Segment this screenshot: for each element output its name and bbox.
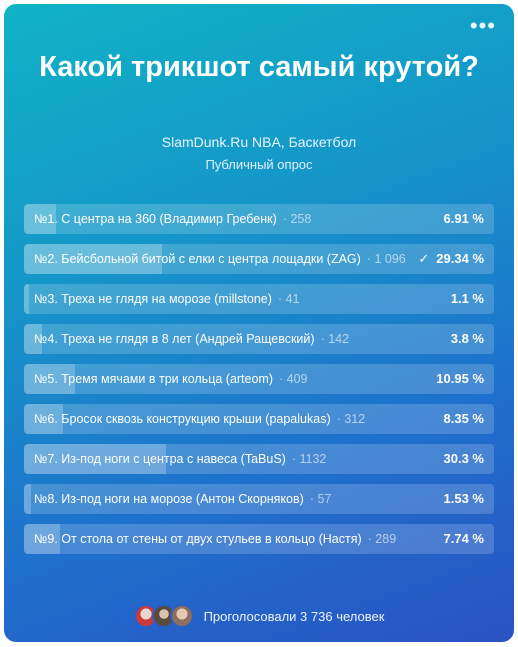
- poll-option-percent: 6.91 %: [444, 211, 484, 227]
- poll-option[interactable]: №2. Бейсбольной битой с елки с центра ло…: [24, 244, 494, 274]
- poll-option-bar: [24, 404, 64, 434]
- poll-footer: Проголосовали 3 736 человек: [4, 602, 514, 630]
- poll-option-percent-value: 1.1 %: [450, 291, 484, 306]
- poll-option-content: №5. Тремя мячами в три кольца (arteom) 40…: [24, 364, 494, 394]
- more-options-icon[interactable]: •••: [469, 13, 496, 38]
- poll-option-content: №8. Из-под ноги на морозе (Антон Скорняк…: [24, 484, 494, 514]
- poll-option-count: 312: [337, 412, 366, 426]
- poll-option-percent: 10.95 %: [436, 371, 484, 387]
- poll-option-bar: [24, 284, 30, 314]
- poll-title: Какой трикшот самый крутой?: [39, 51, 479, 83]
- poll-option-count: 142: [321, 332, 350, 346]
- poll-option-label: №1. С центра на 360 (Владимир Гребенк): [34, 212, 277, 226]
- poll-option-percent: 1.53 %: [444, 491, 484, 507]
- poll-option-percent-value: 8.35 %: [443, 411, 484, 426]
- poll-author[interactable]: SlamDunk.Ru NBA, Баскетбол: [161, 134, 357, 150]
- poll-option-label: №7. Из-под ноги с центра с навеса (TaBuS…: [34, 452, 286, 466]
- poll-option-bar: [24, 364, 76, 394]
- poll-option-bar: [24, 324, 42, 354]
- poll-option-content: №2. Бейсбольной битой с елки с центра ло…: [24, 244, 494, 274]
- poll-option-count: 1 096: [367, 252, 406, 266]
- poll-option-count: 1132: [292, 452, 327, 466]
- poll-option-count: 409: [279, 372, 308, 386]
- poll-option-label: №5. Тремя мячами в три кольца (arteom): [34, 372, 274, 386]
- check-icon: ✓: [418, 251, 430, 266]
- poll-option[interactable]: №9. От стола от стены от двух стульев в …: [24, 524, 494, 554]
- poll-option-content: №4. Треха не глядя в 8 лет (Андрей Ращев…: [24, 324, 494, 354]
- poll-option-content: №7. Из-под ноги с центра с навеса (TaBuS…: [24, 444, 494, 474]
- poll-option[interactable]: №7. Из-под ноги с центра с навеса (TaBuS…: [24, 444, 494, 474]
- poll-option-percent-value: 30.3 %: [443, 451, 484, 466]
- poll-option-label: №6. Бросок сквозь конструкцию крыши (pap…: [34, 412, 331, 426]
- poll-option-percent: 3.8 %: [451, 331, 484, 347]
- poll-option-bar: [24, 484, 32, 514]
- poll-option-percent: 1.1 %: [451, 291, 484, 307]
- poll-option-label: №2. Бейсбольной битой с елки с центра ло…: [34, 252, 361, 266]
- poll-option-content: №3. Треха не глядя на морозе (millstone)…: [24, 284, 494, 314]
- poll-option[interactable]: №1. С центра на 360 (Владимир Гребенк) 25…: [24, 204, 494, 234]
- poll-option-percent-value: 29.34 %: [436, 251, 484, 266]
- poll-option-percent: ✓ 29.34 %: [418, 251, 484, 267]
- poll-option-bar: [24, 244, 162, 274]
- voter-avatars[interactable]: [133, 604, 194, 628]
- poll-type: Публичный опрос: [205, 157, 313, 172]
- poll-option[interactable]: №5. Тремя мячами в три кольца (arteom) 40…: [24, 364, 494, 394]
- poll-option-bar: [24, 204, 57, 234]
- poll-option-label: №4. Треха не глядя в 8 лет (Андрей Ращев…: [34, 332, 315, 346]
- poll-option-percent-value: 3.8 %: [450, 331, 484, 346]
- poll-option-content: №9. От стола от стены от двух стульев в …: [24, 524, 494, 554]
- poll-option-count: 289: [368, 532, 397, 546]
- poll-option-percent-value: 7.74 %: [443, 531, 484, 546]
- poll-option[interactable]: №3. Треха не глядя на морозе (millstone)…: [24, 284, 494, 314]
- voters-count-text[interactable]: Проголосовали 3 736 человек: [203, 608, 385, 624]
- poll-option-percent: 8.35 %: [444, 411, 484, 427]
- poll-option-bar: [24, 524, 61, 554]
- poll-option-content: №1. С центра на 360 (Владимир Гребенк) 25…: [24, 204, 494, 234]
- poll-option-count: 41: [278, 292, 300, 306]
- poll-option[interactable]: №8. Из-под ноги на морозе (Антон Скорняк…: [24, 484, 494, 514]
- avatar[interactable]: [169, 604, 194, 628]
- poll-option-count: 57: [310, 492, 332, 506]
- poll-option-label: №9. От стола от стены от двух стульев в …: [34, 532, 362, 546]
- poll-option-percent: 30.3 %: [444, 451, 484, 467]
- poll-card: ••• Какой трикшот самый крутой? SlamDunk…: [4, 4, 514, 642]
- poll-option-label: №3. Треха не глядя на морозе (millstone): [34, 292, 272, 306]
- poll-option-percent: 7.74 %: [444, 531, 484, 547]
- poll-option[interactable]: №6. Бросок сквозь конструкцию крыши (pap…: [24, 404, 494, 434]
- poll-option-bar: [24, 444, 167, 474]
- poll-option-label: №8. Из-под ноги на морозе (Антон Скорняк…: [34, 492, 304, 506]
- poll-option-percent-value: 1.53 %: [443, 491, 484, 506]
- poll-option-count: 258: [283, 212, 312, 226]
- poll-option-content: №6. Бросок сквозь конструкцию крыши (pap…: [24, 404, 494, 434]
- poll-option[interactable]: №4. Треха не глядя в 8 лет (Андрей Ращев…: [24, 324, 494, 354]
- poll-options: №1. С центра на 360 (Владимир Гребенк) 25…: [24, 204, 494, 564]
- poll-option-percent-value: 10.95 %: [436, 371, 484, 386]
- poll-option-percent-value: 6.91 %: [443, 211, 484, 226]
